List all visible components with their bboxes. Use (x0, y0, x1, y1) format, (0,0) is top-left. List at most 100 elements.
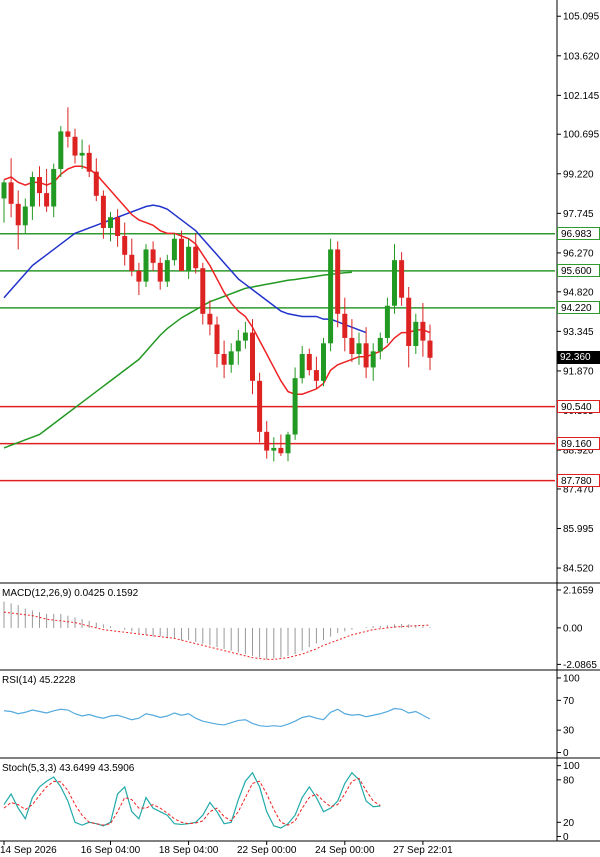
candle-body (292, 378, 298, 435)
candle-body (171, 238, 177, 261)
price-tick-label: 91.870 (563, 366, 594, 377)
macd-signal-line (3, 611, 431, 660)
candle-body (15, 203, 21, 226)
price-tick-label: 100.695 (563, 130, 600, 141)
price-tick-label: 87.470 (563, 484, 594, 495)
candle-body (384, 305, 390, 338)
level-label: 95.600 (557, 264, 600, 278)
level-label: 94.220 (557, 301, 600, 315)
candle-body (420, 321, 426, 341)
panel-tick-label: 80 (563, 775, 575, 786)
candle-body (278, 447, 284, 454)
candle-body (321, 343, 326, 381)
candle-body (356, 343, 362, 355)
level-label: 89.160 (557, 437, 600, 451)
panel-tick-label: 0 (563, 832, 569, 843)
candle-body (285, 434, 291, 454)
price-tick-label: 103.620 (563, 51, 600, 62)
price-tick-label: 96.270 (563, 248, 594, 259)
candle-body (108, 217, 113, 228)
stoch-panel: Stoch(5,3,3) 43.6499 43.5906 (2, 763, 381, 829)
candle-body (242, 332, 248, 341)
candle-body (221, 354, 227, 365)
candle-body (313, 370, 319, 381)
price-tick-label: 105.095 (563, 12, 600, 23)
candle-body (228, 351, 234, 365)
candle-body (250, 332, 255, 381)
candle-body (264, 431, 270, 451)
candle-body (363, 343, 369, 368)
candle-body (72, 136, 78, 156)
panel-tick-label: 2.1659 (563, 585, 594, 596)
time-tick-label: 16 Sep 04:00 (81, 845, 141, 856)
candle-body (129, 254, 135, 271)
macd-panel: MACD(12,26,9) 0.0425 0.1592 (2, 588, 431, 660)
panel-tick-label: 100 (563, 761, 580, 772)
time-tick-label: 18 Sep 04:00 (159, 845, 219, 856)
candle-body (214, 324, 220, 355)
candle-body (335, 249, 341, 314)
candle-body (100, 195, 106, 228)
rsi-panel: RSI(14) 45.2228 (2, 675, 431, 728)
candle-body (150, 249, 156, 263)
candle-body (406, 297, 412, 346)
candle-body (207, 313, 213, 325)
candle-body (29, 177, 35, 207)
price-tick-label: 99.220 (563, 169, 594, 180)
candle-body (342, 313, 348, 338)
panel-title: Stoch(5,3,3) 43.6499 43.5906 (2, 763, 135, 774)
stoch-d-line (3, 777, 381, 826)
candle-body (186, 246, 192, 271)
candle-body (427, 340, 433, 358)
candle-body (115, 217, 121, 237)
candle-body (86, 152, 92, 172)
candle-body (157, 262, 163, 282)
level-label: 90.540 (557, 400, 600, 414)
current-price-label: 92.360 (557, 351, 600, 365)
candle-body (22, 206, 28, 226)
candle-body (51, 168, 57, 207)
level-label: 87.780 (557, 474, 600, 488)
candle-body (193, 246, 199, 269)
price-tick-label: 84.520 (563, 564, 594, 575)
candle-body (179, 238, 184, 271)
candle-body (306, 354, 312, 371)
candle-body (413, 321, 419, 346)
candle-body (37, 177, 42, 194)
candle-body (392, 260, 397, 306)
candle-body (136, 270, 142, 282)
rsi-line (3, 707, 431, 728)
panel-tick-label: 30 (563, 726, 575, 737)
candle-body (44, 193, 50, 207)
price-tick-label: 85.995 (563, 524, 594, 535)
ma-line-blue (3, 204, 367, 334)
panel-tick-label: 20 (563, 818, 575, 829)
candle-body (200, 268, 206, 314)
candle-body (1, 182, 7, 199)
price-tick-label: 94.820 (563, 287, 594, 298)
panel-tick-label: 70 (563, 696, 575, 707)
candle-body (65, 131, 71, 137)
candle-body (122, 236, 128, 255)
candle-body (93, 171, 99, 196)
time-tick-label: 27 Sep 22:01 (393, 845, 453, 856)
candle-body (271, 447, 277, 451)
time-tick-label: 22 Sep 00:00 (237, 845, 297, 856)
candle-body (377, 337, 383, 352)
candle-body (58, 131, 64, 169)
candle-body (79, 152, 85, 156)
time-axis: 14 Sep 2026 16 Sep 04:00 18 Sep 04:00 22 Se… (0, 841, 453, 856)
price-tick-label: 102.145 (563, 91, 600, 102)
candle-body (349, 337, 355, 355)
candle-body (370, 351, 376, 368)
candle-body (257, 380, 263, 432)
candle-body (235, 340, 241, 352)
panel-tick-label: 0 (563, 748, 569, 759)
ma-line-green (3, 271, 352, 449)
panel-tick-label: -2.0865 (563, 660, 597, 671)
price-tick-label: 88.920 (563, 446, 594, 457)
panel-tick-label: 100 (563, 673, 580, 684)
panel-tick-label: 0.00 (563, 623, 583, 634)
candle-body (299, 354, 305, 379)
